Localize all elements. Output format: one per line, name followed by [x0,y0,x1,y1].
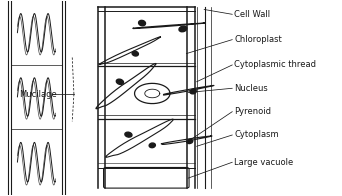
Ellipse shape [139,20,145,26]
Text: Pyrenoid: Pyrenoid [234,107,271,116]
Text: Cell Wall: Cell Wall [234,10,270,19]
Text: Nucleus: Nucleus [234,84,268,93]
Ellipse shape [149,143,155,148]
Text: Large vacuole: Large vacuole [234,158,293,167]
Ellipse shape [132,51,139,56]
Text: Cytoplasm: Cytoplasm [234,131,279,140]
Ellipse shape [179,26,187,32]
Ellipse shape [190,89,196,94]
Text: Cytoplasmic thread: Cytoplasmic thread [234,60,316,69]
Text: Mucilage: Mucilage [19,90,57,99]
Ellipse shape [116,79,123,84]
Ellipse shape [187,139,193,143]
Ellipse shape [125,132,132,137]
Text: Chloroplast: Chloroplast [234,35,282,44]
